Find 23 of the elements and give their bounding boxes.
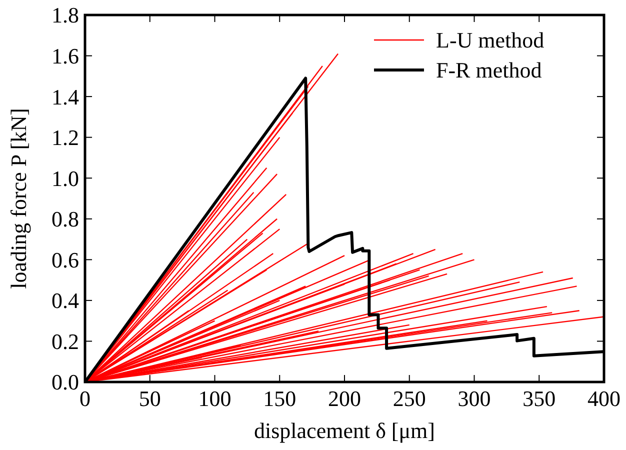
x-tick-label: 0 [80, 386, 90, 411]
x-tick-label: 400 [588, 386, 620, 411]
y-tick-label: 1.0 [52, 166, 79, 191]
x-tick-label: 50 [138, 386, 161, 411]
x-tick-label: 250 [392, 386, 426, 411]
x-tick-label: 300 [458, 386, 491, 411]
y-tick-label: 1.8 [52, 2, 79, 28]
x-tick-label: 350 [522, 386, 556, 411]
x-axis-title: displacement δ [μm] [254, 418, 435, 443]
y-tick-label: 1.6 [52, 43, 79, 68]
y-tick-label: 0.6 [52, 247, 79, 272]
y-tick-label: 1.2 [52, 125, 79, 150]
x-tick-label: 150 [263, 386, 296, 411]
x-tick-label: 100 [198, 386, 232, 411]
x-tick-label: 200 [328, 386, 361, 411]
legend-label: L-U method [436, 28, 544, 53]
y-tick-label: 0.2 [52, 328, 79, 354]
y-axis-title: loading force P [kN] [6, 108, 31, 289]
y-tick-label: 0.8 [52, 206, 79, 232]
legend-label: F-R method [436, 58, 542, 83]
y-tick-label: 1.4 [52, 84, 79, 110]
y-tick-label: 0.0 [52, 370, 79, 395]
y-tick-label: 0.4 [52, 288, 79, 314]
